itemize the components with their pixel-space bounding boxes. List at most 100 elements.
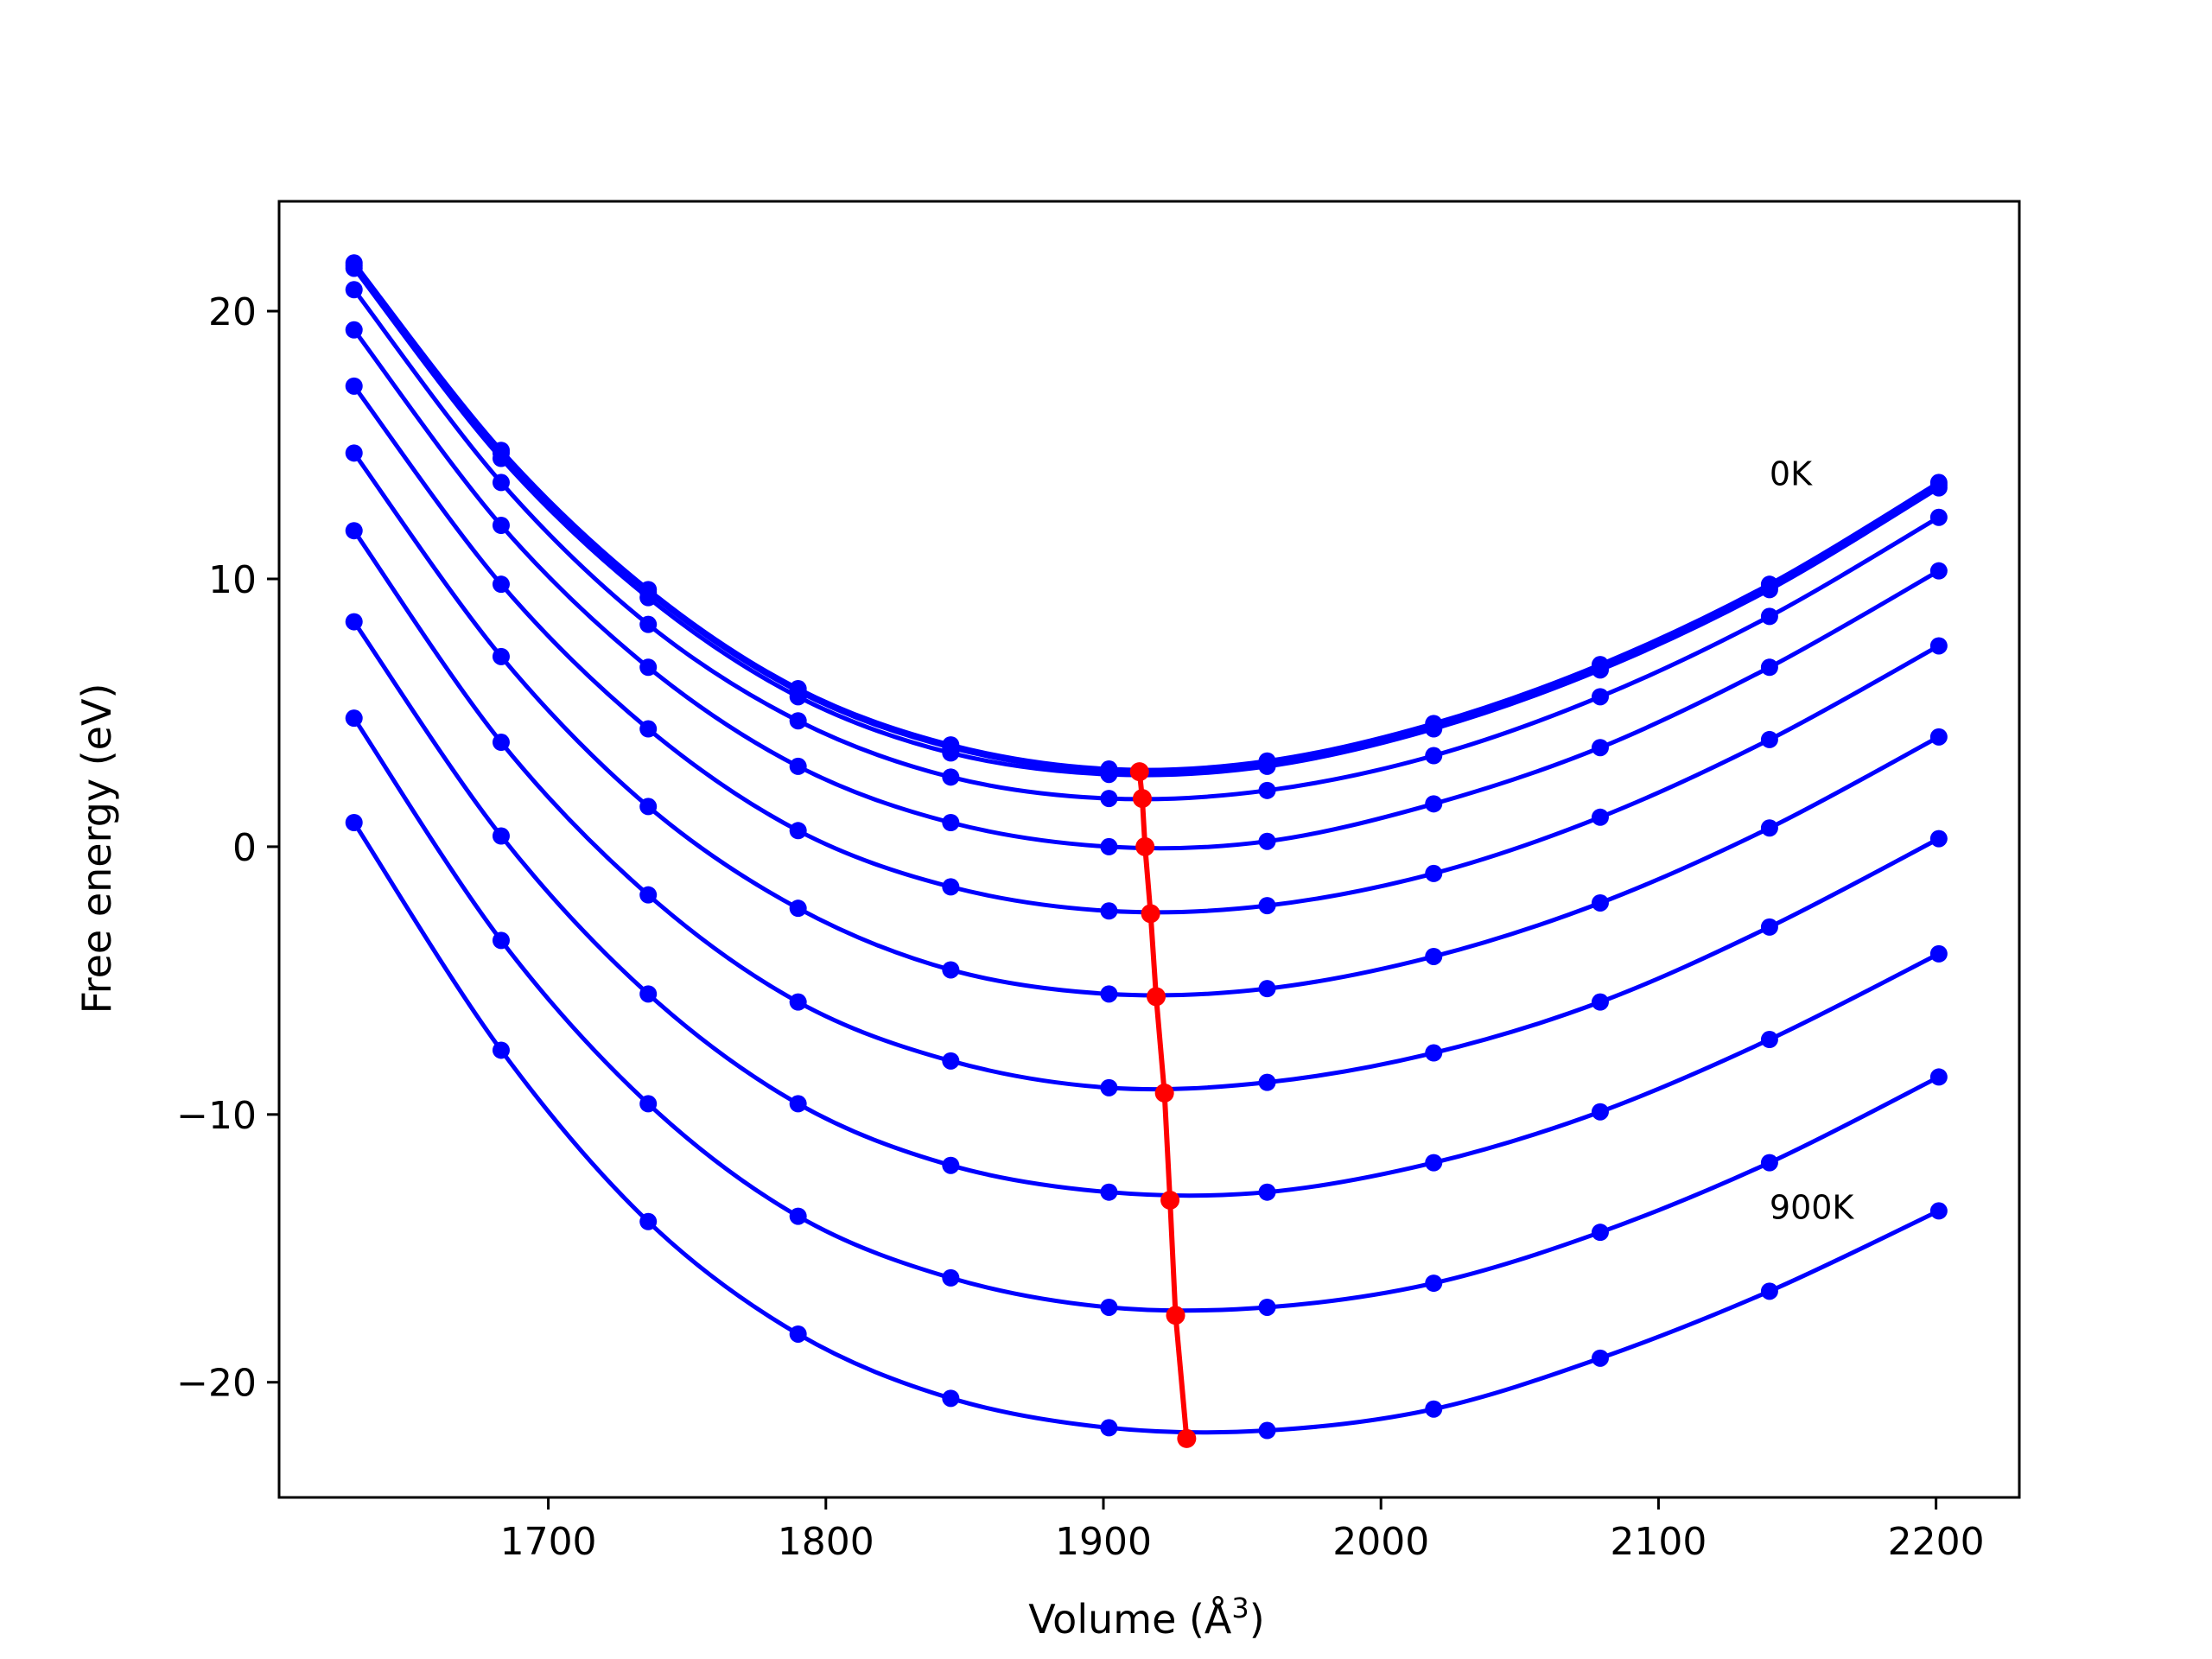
data-point <box>1760 918 1778 936</box>
y-tick-label: −20 <box>176 1362 257 1406</box>
x-axis-label: Volume (Å3) <box>1028 1592 1264 1643</box>
data-point <box>1258 781 1276 799</box>
data-point <box>639 588 658 607</box>
minimum-point <box>1147 987 1166 1007</box>
data-point <box>1425 947 1443 965</box>
data-point <box>789 757 807 775</box>
data-point <box>789 993 807 1011</box>
data-point <box>1591 688 1609 706</box>
data-point <box>942 768 960 786</box>
series-4 <box>345 321 1948 855</box>
data-point <box>1100 766 1118 784</box>
data-point <box>1929 944 1948 963</box>
temperature-annotation: 900K <box>1770 1189 1855 1227</box>
data-point <box>1929 1202 1948 1220</box>
data-point <box>942 744 960 762</box>
temperature-annotation: 0K <box>1770 455 1813 493</box>
data-point <box>1760 607 1778 626</box>
minimum-point <box>1135 836 1155 856</box>
data-point <box>1100 837 1118 855</box>
data-point <box>1591 661 1609 679</box>
series-6 <box>345 444 1948 1003</box>
data-point <box>789 822 807 840</box>
minimum-line <box>1136 771 1190 1440</box>
data-point <box>1760 1154 1778 1172</box>
data-point <box>1425 747 1443 765</box>
data-point <box>1929 637 1948 655</box>
series-line <box>352 821 1940 1435</box>
data-point <box>1929 562 1948 580</box>
data-point <box>345 259 363 277</box>
data-point <box>492 827 510 845</box>
data-point <box>1425 1274 1443 1293</box>
data-point <box>345 377 363 395</box>
data-point <box>1258 1183 1276 1201</box>
data-point <box>345 613 363 631</box>
data-point <box>639 985 658 1003</box>
data-point <box>492 517 510 534</box>
x-tick-label: 2100 <box>1610 1520 1707 1564</box>
data-point <box>1929 830 1948 848</box>
data-point <box>942 878 960 896</box>
data-point <box>1258 980 1276 998</box>
data-point <box>1425 864 1443 882</box>
data-point <box>1591 808 1609 826</box>
data-point <box>789 688 807 706</box>
data-point <box>1929 479 1948 497</box>
minimum-line-layer <box>1129 762 1197 1448</box>
data-point <box>1591 1224 1609 1242</box>
data-point <box>942 1389 960 1408</box>
data-point <box>1258 1298 1276 1316</box>
data-point <box>942 1156 960 1174</box>
data-point <box>1258 1073 1276 1091</box>
minimum-point <box>1177 1428 1197 1448</box>
series-line <box>352 529 1941 1092</box>
data-point <box>492 449 510 467</box>
series-10 <box>345 814 1948 1440</box>
data-point <box>492 575 510 594</box>
data-point <box>639 615 658 633</box>
data-point <box>1100 985 1118 1003</box>
data-point <box>789 1207 807 1225</box>
data-point <box>1929 508 1948 526</box>
x-axis-ticks: 1700 1800 1900 2000 2100 2200 <box>500 1497 1985 1564</box>
series-7 <box>345 522 1948 1096</box>
data-point <box>1425 1400 1443 1418</box>
series-layer <box>345 254 1948 1440</box>
minimum-point <box>1154 1084 1174 1103</box>
data-point <box>639 886 658 904</box>
data-point <box>1258 897 1276 915</box>
minimum-point <box>1141 904 1160 924</box>
data-point <box>1100 902 1118 920</box>
data-point <box>942 1052 960 1070</box>
data-point <box>1425 1154 1443 1172</box>
x-axis-label-end: ) <box>1249 1596 1265 1643</box>
data-point <box>492 1041 510 1059</box>
data-point <box>345 709 363 728</box>
series-5 <box>345 377 1948 920</box>
x-tick-label: 2000 <box>1332 1520 1429 1564</box>
data-point <box>639 658 658 677</box>
data-point <box>1760 1031 1778 1049</box>
data-point <box>942 1268 960 1287</box>
data-point <box>639 720 658 738</box>
data-point <box>1100 1078 1118 1096</box>
data-point <box>942 814 960 832</box>
minimum-point <box>1166 1306 1185 1325</box>
y-axis-ticks: −20 −10 0 10 20 <box>176 290 279 1406</box>
data-point <box>1258 757 1276 775</box>
series-line <box>352 716 1940 1313</box>
data-point <box>345 321 363 339</box>
data-point <box>1760 730 1778 748</box>
data-point <box>1100 1419 1118 1437</box>
data-point <box>639 1095 658 1113</box>
data-point <box>1929 728 1948 746</box>
minimum-point <box>1132 789 1152 809</box>
data-point <box>789 1095 807 1113</box>
y-tick-label: 20 <box>208 290 257 334</box>
data-point <box>942 961 960 979</box>
data-point <box>492 931 510 950</box>
data-point <box>1100 1183 1118 1201</box>
data-point <box>492 734 510 752</box>
